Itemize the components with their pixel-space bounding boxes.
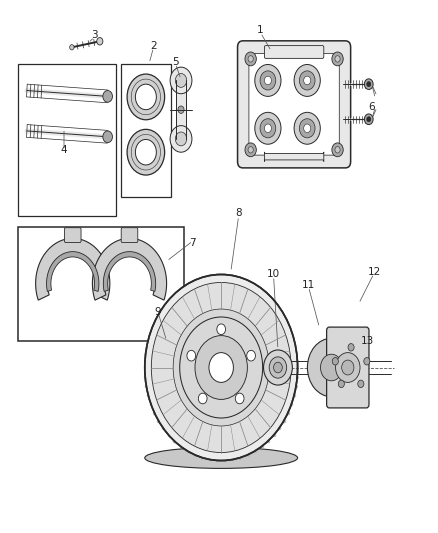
Circle shape [173, 309, 269, 426]
Circle shape [245, 52, 256, 66]
Circle shape [180, 317, 263, 418]
Circle shape [348, 344, 354, 351]
Text: 2: 2 [150, 41, 157, 51]
Circle shape [135, 84, 156, 110]
Circle shape [175, 132, 187, 146]
Circle shape [217, 324, 226, 335]
Bar [176, 80, 186, 139]
FancyBboxPatch shape [249, 54, 339, 155]
Circle shape [255, 64, 281, 96]
Text: 6: 6 [368, 102, 375, 112]
Circle shape [338, 380, 344, 387]
FancyBboxPatch shape [121, 228, 138, 243]
Circle shape [248, 147, 253, 153]
Polygon shape [92, 238, 166, 300]
Circle shape [170, 126, 192, 152]
Circle shape [187, 350, 196, 361]
Circle shape [209, 353, 233, 382]
Circle shape [342, 360, 354, 375]
Circle shape [269, 357, 287, 378]
Circle shape [364, 358, 370, 365]
FancyBboxPatch shape [327, 327, 369, 408]
Circle shape [103, 91, 113, 102]
Circle shape [294, 64, 320, 96]
Circle shape [358, 380, 364, 387]
Circle shape [364, 114, 373, 125]
Text: 4: 4 [61, 144, 67, 155]
Circle shape [70, 45, 74, 50]
Circle shape [364, 79, 373, 90]
Text: 10: 10 [267, 270, 280, 279]
Circle shape [248, 56, 253, 62]
FancyBboxPatch shape [237, 41, 351, 168]
Text: 9: 9 [155, 306, 161, 317]
Circle shape [335, 147, 340, 153]
Text: 11: 11 [302, 280, 315, 290]
Circle shape [304, 124, 311, 133]
Text: 7: 7 [190, 238, 196, 247]
Circle shape [145, 274, 297, 461]
Circle shape [274, 362, 283, 373]
FancyBboxPatch shape [265, 152, 324, 161]
Circle shape [195, 336, 247, 399]
Circle shape [299, 119, 315, 138]
FancyBboxPatch shape [265, 46, 324, 59]
Circle shape [175, 74, 187, 87]
Circle shape [247, 350, 255, 361]
Circle shape [332, 358, 338, 365]
Circle shape [264, 350, 292, 385]
Circle shape [97, 37, 103, 45]
Text: 13: 13 [361, 336, 374, 346]
Circle shape [260, 119, 276, 138]
Circle shape [332, 52, 343, 66]
Circle shape [335, 56, 340, 62]
Circle shape [304, 76, 311, 85]
Circle shape [255, 112, 281, 144]
Text: 12: 12 [367, 267, 381, 277]
Circle shape [127, 74, 165, 120]
FancyBboxPatch shape [64, 228, 81, 243]
Polygon shape [35, 238, 110, 300]
Circle shape [198, 393, 207, 404]
Circle shape [265, 76, 272, 85]
Circle shape [260, 71, 276, 90]
Circle shape [135, 140, 156, 165]
Circle shape [321, 354, 343, 381]
Ellipse shape [145, 447, 297, 469]
Text: 3: 3 [91, 30, 98, 41]
Circle shape [299, 71, 315, 90]
Circle shape [307, 338, 356, 397]
Text: 1: 1 [257, 25, 264, 35]
Circle shape [265, 124, 272, 133]
Circle shape [294, 112, 320, 144]
Polygon shape [103, 252, 155, 292]
Circle shape [103, 131, 113, 143]
Text: 5: 5 [172, 57, 179, 67]
Text: 8: 8 [235, 208, 242, 219]
Circle shape [336, 353, 360, 382]
Bar [18, 227, 184, 341]
Circle shape [332, 143, 343, 157]
Bar [121, 64, 171, 197]
Circle shape [367, 117, 371, 122]
Circle shape [245, 143, 256, 157]
Circle shape [235, 393, 244, 404]
Polygon shape [46, 252, 99, 292]
Circle shape [127, 130, 165, 175]
Circle shape [151, 282, 291, 453]
Circle shape [178, 106, 184, 114]
Bar [18, 64, 117, 216]
Circle shape [170, 67, 192, 94]
Circle shape [367, 82, 371, 87]
